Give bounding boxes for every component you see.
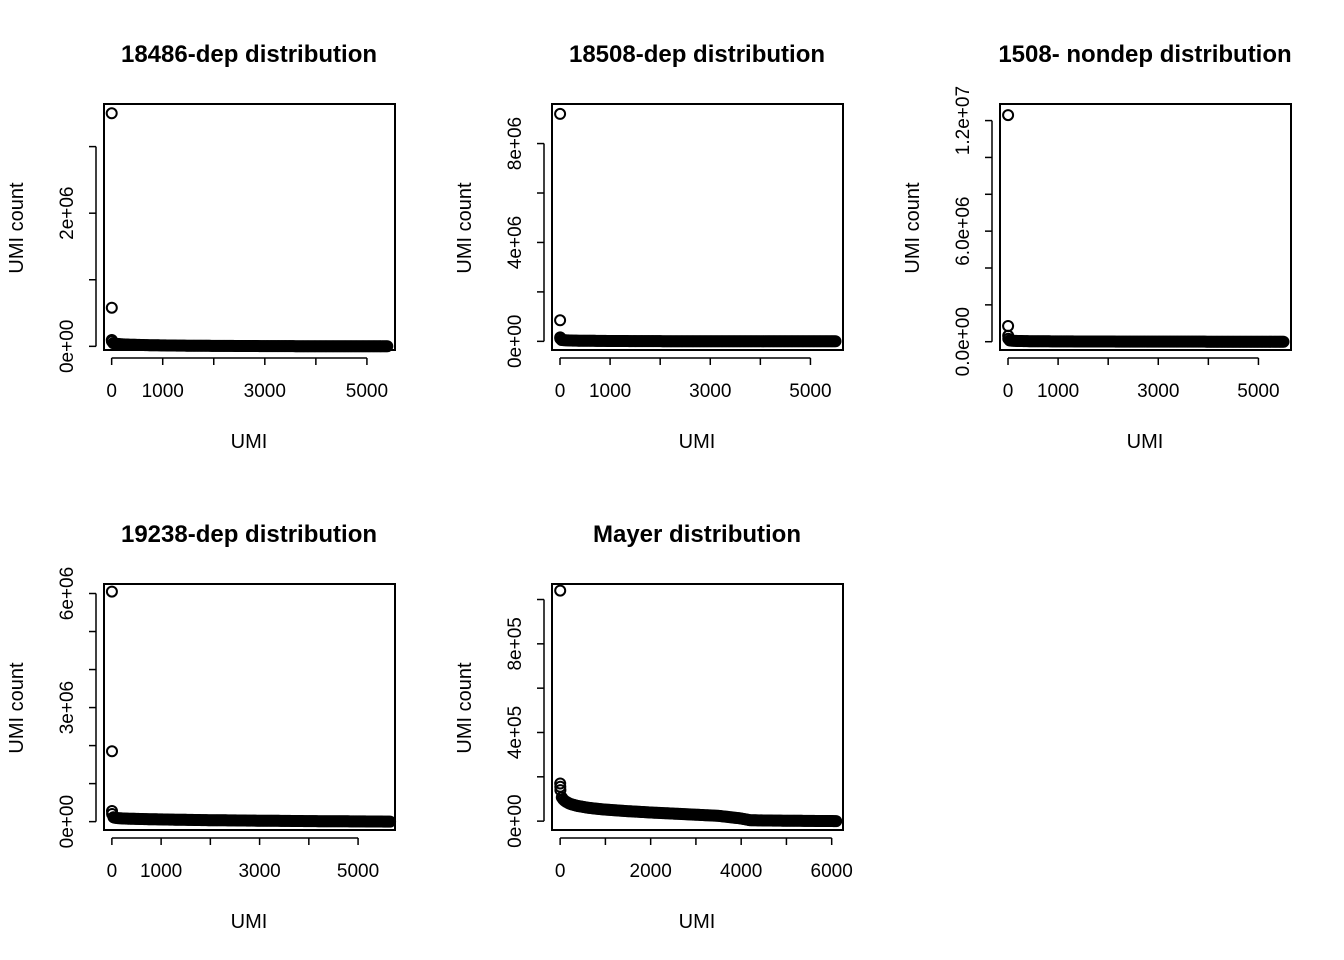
plot-title: 18508-dep distribution	[569, 41, 825, 68]
panel-19238-dep: 19238-dep distribution UMI count UMI 0 10…	[6, 521, 397, 933]
plot-title: 1508- nondep distribution	[998, 41, 1291, 68]
y-tick-label: 0e+00	[505, 794, 526, 847]
x-axis-label: UMI	[231, 431, 268, 453]
x-tick-label: 5000	[1237, 381, 1279, 402]
y-axis-label: UMI count	[6, 662, 28, 754]
panel-18486-dep: 18486-dep distribution UMI count UMI 0 10…	[6, 41, 396, 453]
axis-ticks: 0 1000 3000 5000 0e+00 3e+06 6e+06	[57, 567, 379, 882]
axis-ticks: 0 1000 3000 5000 0e+00 2e+06	[57, 145, 388, 402]
x-axis-label: UMI	[679, 431, 716, 453]
data-point	[105, 301, 118, 314]
panel-1508-nondep: 1508- nondep distribution UMI count UMI …	[902, 41, 1292, 453]
x-tick-label: 1000	[1037, 381, 1079, 402]
plot-title: 18486-dep distribution	[121, 41, 377, 68]
y-tick-label: 6e+06	[57, 567, 78, 620]
x-axis-label: UMI	[1127, 431, 1164, 453]
data-point	[105, 585, 118, 598]
data-point	[1277, 335, 1290, 348]
x-tick-label: 6000	[811, 861, 853, 882]
x-tick-label: 0	[107, 861, 118, 882]
y-tick-label: 0.0e+00	[953, 307, 974, 376]
axis-ticks: 0 1000 3000 5000 0e+00 4e+06 8e+06	[505, 117, 832, 402]
x-tick-label: 1000	[142, 381, 184, 402]
y-tick-label: 4e+05	[505, 706, 526, 759]
x-tick-label: 5000	[346, 381, 388, 402]
x-tick-label: 0	[1003, 381, 1014, 402]
data-points	[105, 107, 394, 353]
y-tick-label: 8e+05	[505, 617, 526, 670]
data-point	[1002, 320, 1015, 332]
y-tick-label: 1.2e+07	[953, 86, 974, 155]
plot-frame	[551, 103, 844, 351]
x-tick-label: 4000	[720, 861, 762, 882]
plot-frame	[551, 583, 844, 831]
y-tick-label: 3e+06	[57, 681, 78, 734]
data-point	[105, 107, 118, 120]
data-point	[830, 815, 843, 828]
y-tick-label: 2e+06	[57, 186, 78, 239]
x-tick-label: 0	[555, 381, 566, 402]
x-tick-label: 2000	[630, 861, 672, 882]
x-tick-label: 0	[555, 861, 566, 882]
data-points	[105, 585, 397, 828]
data-point	[829, 335, 842, 348]
plot-frame	[999, 103, 1292, 351]
data-point	[554, 107, 567, 120]
plot-title: 19238-dep distribution	[121, 521, 377, 548]
data-point	[554, 314, 567, 327]
y-tick-label: 0e+00	[505, 315, 526, 368]
data-points	[1002, 109, 1290, 348]
x-tick-label: 3000	[244, 381, 286, 402]
x-axis-label: UMI	[679, 911, 716, 933]
plot-frame	[103, 103, 396, 351]
y-axis-label: UMI count	[454, 182, 476, 274]
y-tick-label: 0e+00	[57, 320, 78, 373]
plot-frame	[103, 583, 396, 831]
x-axis-label: UMI	[231, 911, 268, 933]
panel-18508-dep: 18508-dep distribution UMI count UMI 0 10…	[454, 41, 844, 453]
y-axis-label: UMI count	[454, 662, 476, 754]
x-tick-label: 1000	[140, 861, 182, 882]
plot-title: Mayer distribution	[593, 521, 801, 548]
x-tick-label: 5000	[337, 861, 379, 882]
axis-ticks: 0 2000 4000 6000 0e+00 4e+05 8e+05	[505, 598, 853, 882]
y-tick-label: 0e+00	[57, 795, 78, 848]
x-tick-label: 3000	[689, 381, 731, 402]
x-tick-label: 3000	[1137, 381, 1179, 402]
data-points	[554, 107, 842, 348]
data-point	[1002, 109, 1015, 122]
y-axis-label: UMI count	[902, 182, 924, 274]
data-point	[106, 745, 118, 758]
x-tick-label: 3000	[238, 861, 280, 882]
data-points	[554, 584, 843, 828]
y-tick-label: 6.0e+06	[953, 197, 974, 266]
y-tick-label: 8e+06	[505, 117, 526, 170]
data-point	[554, 584, 567, 597]
y-axis-label: UMI count	[6, 182, 28, 274]
x-tick-label: 0	[106, 381, 117, 402]
data-point	[381, 340, 394, 353]
x-tick-label: 5000	[789, 381, 831, 402]
y-tick-label: 4e+06	[505, 216, 526, 269]
axis-ticks: 0 1000 3000 5000 0.0e+00 6.0e+06 1.2e+07	[953, 86, 1280, 402]
panel-mayer: Mayer distribution UMI count UMI 0 2000 40…	[454, 521, 853, 933]
x-tick-label: 1000	[589, 381, 631, 402]
